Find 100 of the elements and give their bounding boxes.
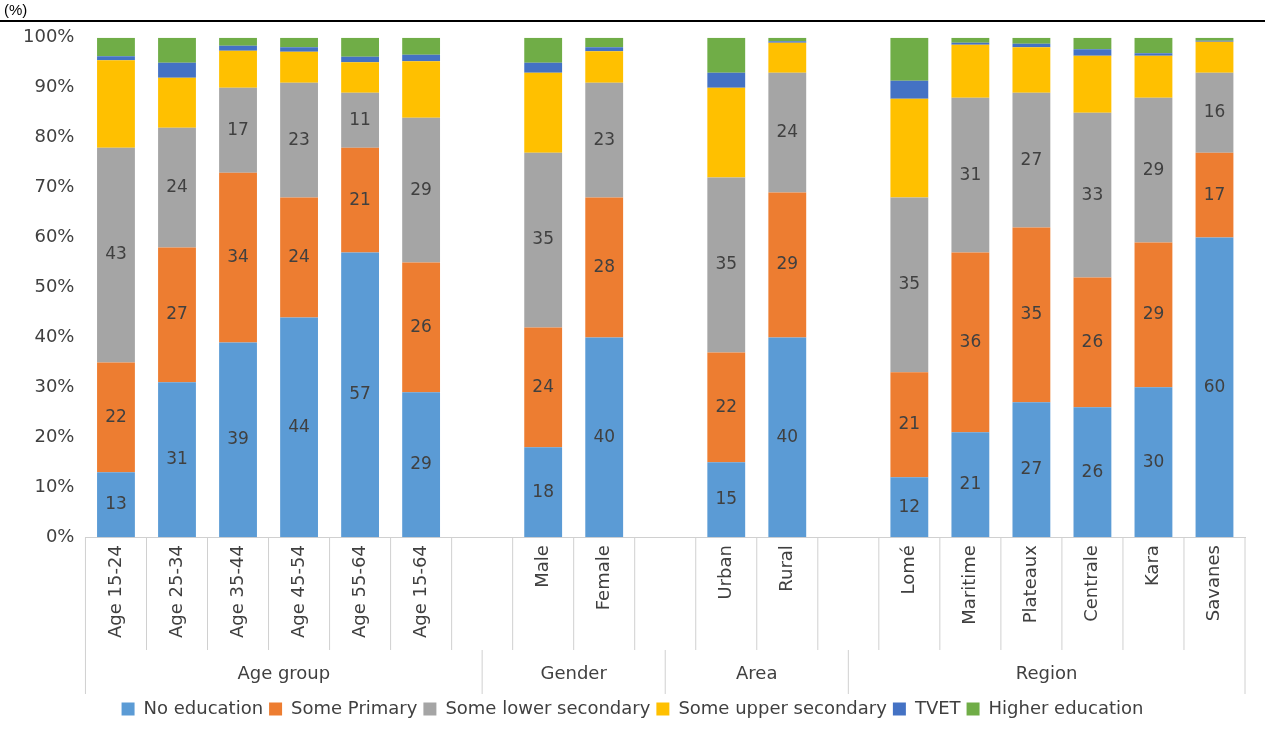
data-label: 33 — [1081, 183, 1104, 204]
bar — [402, 262, 441, 393]
data-label: 40 — [593, 425, 616, 446]
bar — [585, 51, 624, 83]
data-label: 43 — [105, 243, 127, 264]
x-tick-label: Age 15-64 — [408, 545, 430, 638]
data-label: 26 — [410, 315, 432, 336]
text: Region — [1015, 661, 1078, 683]
legend-label: Some Primary — [291, 696, 418, 718]
bar — [951, 432, 990, 538]
legend-label: No education — [143, 696, 264, 718]
data-label: 35 — [532, 228, 554, 249]
data-label: 21 — [898, 413, 921, 434]
y-tick-label: 100% — [22, 25, 75, 47]
bar — [707, 352, 746, 463]
bar — [951, 42, 990, 45]
bar — [280, 51, 318, 83]
data-label: 21 — [959, 473, 982, 494]
data-label: 29 — [1142, 303, 1165, 324]
bar — [219, 87, 257, 173]
bar — [280, 82, 318, 198]
data-label: 23 — [593, 128, 616, 149]
data-label: 26 — [1081, 460, 1104, 481]
bar — [158, 77, 196, 128]
bar — [341, 147, 380, 253]
bar — [1073, 37, 1112, 50]
data-label: 22 — [105, 405, 127, 426]
bar — [890, 37, 929, 81]
data-label: 40 — [776, 425, 799, 446]
bar — [1073, 112, 1112, 278]
bar — [1134, 387, 1173, 538]
bar — [524, 152, 563, 328]
y-tick-label: 0% — [45, 524, 75, 546]
x-tick-label: Age 25-34 — [164, 545, 186, 638]
bar — [219, 37, 257, 46]
bar — [341, 252, 380, 538]
x-tick-label: Age 35-44 — [225, 545, 247, 638]
data-label: 27 — [1020, 458, 1043, 479]
bar — [280, 37, 318, 48]
data-label: 22 — [715, 395, 738, 416]
bar — [1195, 41, 1234, 73]
bar — [1073, 49, 1112, 56]
data-label: 29 — [776, 253, 799, 274]
bar — [219, 172, 257, 343]
x-tick-label: Age 15-24 — [103, 545, 125, 638]
bar — [768, 337, 807, 538]
text: Age group — [237, 661, 331, 683]
x-tick-label: Plateaux — [1019, 544, 1041, 624]
data-label: 39 — [227, 428, 249, 449]
bar — [341, 62, 380, 93]
x-tick-label: Rural — [774, 545, 796, 592]
bar — [524, 62, 563, 73]
bar — [1134, 55, 1173, 98]
data-label: 28 — [593, 255, 616, 276]
text: Gender — [540, 661, 608, 683]
x-tick-label: Kara — [1141, 545, 1163, 587]
bar — [951, 97, 990, 253]
data-label: 29 — [410, 453, 432, 474]
data-label: 29 — [410, 178, 432, 199]
bar — [707, 462, 746, 538]
data-label: 44 — [288, 415, 310, 436]
bar — [158, 37, 196, 63]
bar — [97, 147, 135, 363]
y-axis-title: (%) — [4, 1, 28, 18]
y-tick-label: 10% — [34, 474, 75, 496]
x-tick-label: Male — [530, 545, 552, 588]
bar — [402, 54, 441, 62]
x-tick-label: Lomé — [897, 545, 919, 595]
bar — [402, 61, 441, 118]
bar — [402, 37, 441, 55]
bar — [1012, 47, 1051, 93]
bar — [1195, 237, 1234, 538]
bar — [402, 392, 441, 538]
legend-label: Some lower secondary — [445, 696, 651, 718]
data-label: 60 — [1203, 375, 1226, 396]
bar — [1073, 277, 1112, 408]
data-label: 21 — [349, 188, 371, 209]
bar — [768, 72, 807, 193]
bar — [1195, 72, 1234, 153]
x-tick-label: Age 55-64 — [347, 545, 369, 638]
bar — [707, 72, 746, 88]
data-label: 35 — [715, 253, 738, 274]
data-label: 24 — [532, 375, 554, 396]
y-tick-label: 90% — [34, 75, 75, 97]
data-label: 17 — [227, 118, 249, 139]
x-tick-label: Age 45-54 — [286, 545, 308, 638]
bar — [524, 37, 563, 63]
bar — [97, 56, 135, 61]
bar — [1012, 227, 1051, 403]
bar — [524, 72, 563, 153]
bar — [158, 247, 196, 383]
y-tick-label: 60% — [34, 225, 75, 247]
data-label: 34 — [227, 245, 249, 266]
y-tick-label: 40% — [34, 325, 75, 347]
bar — [219, 45, 257, 51]
bar — [280, 197, 318, 318]
legend-label: TVET — [913, 696, 962, 718]
legend-label: Higher education — [988, 696, 1144, 718]
bar — [585, 47, 624, 52]
bar — [1012, 402, 1051, 538]
